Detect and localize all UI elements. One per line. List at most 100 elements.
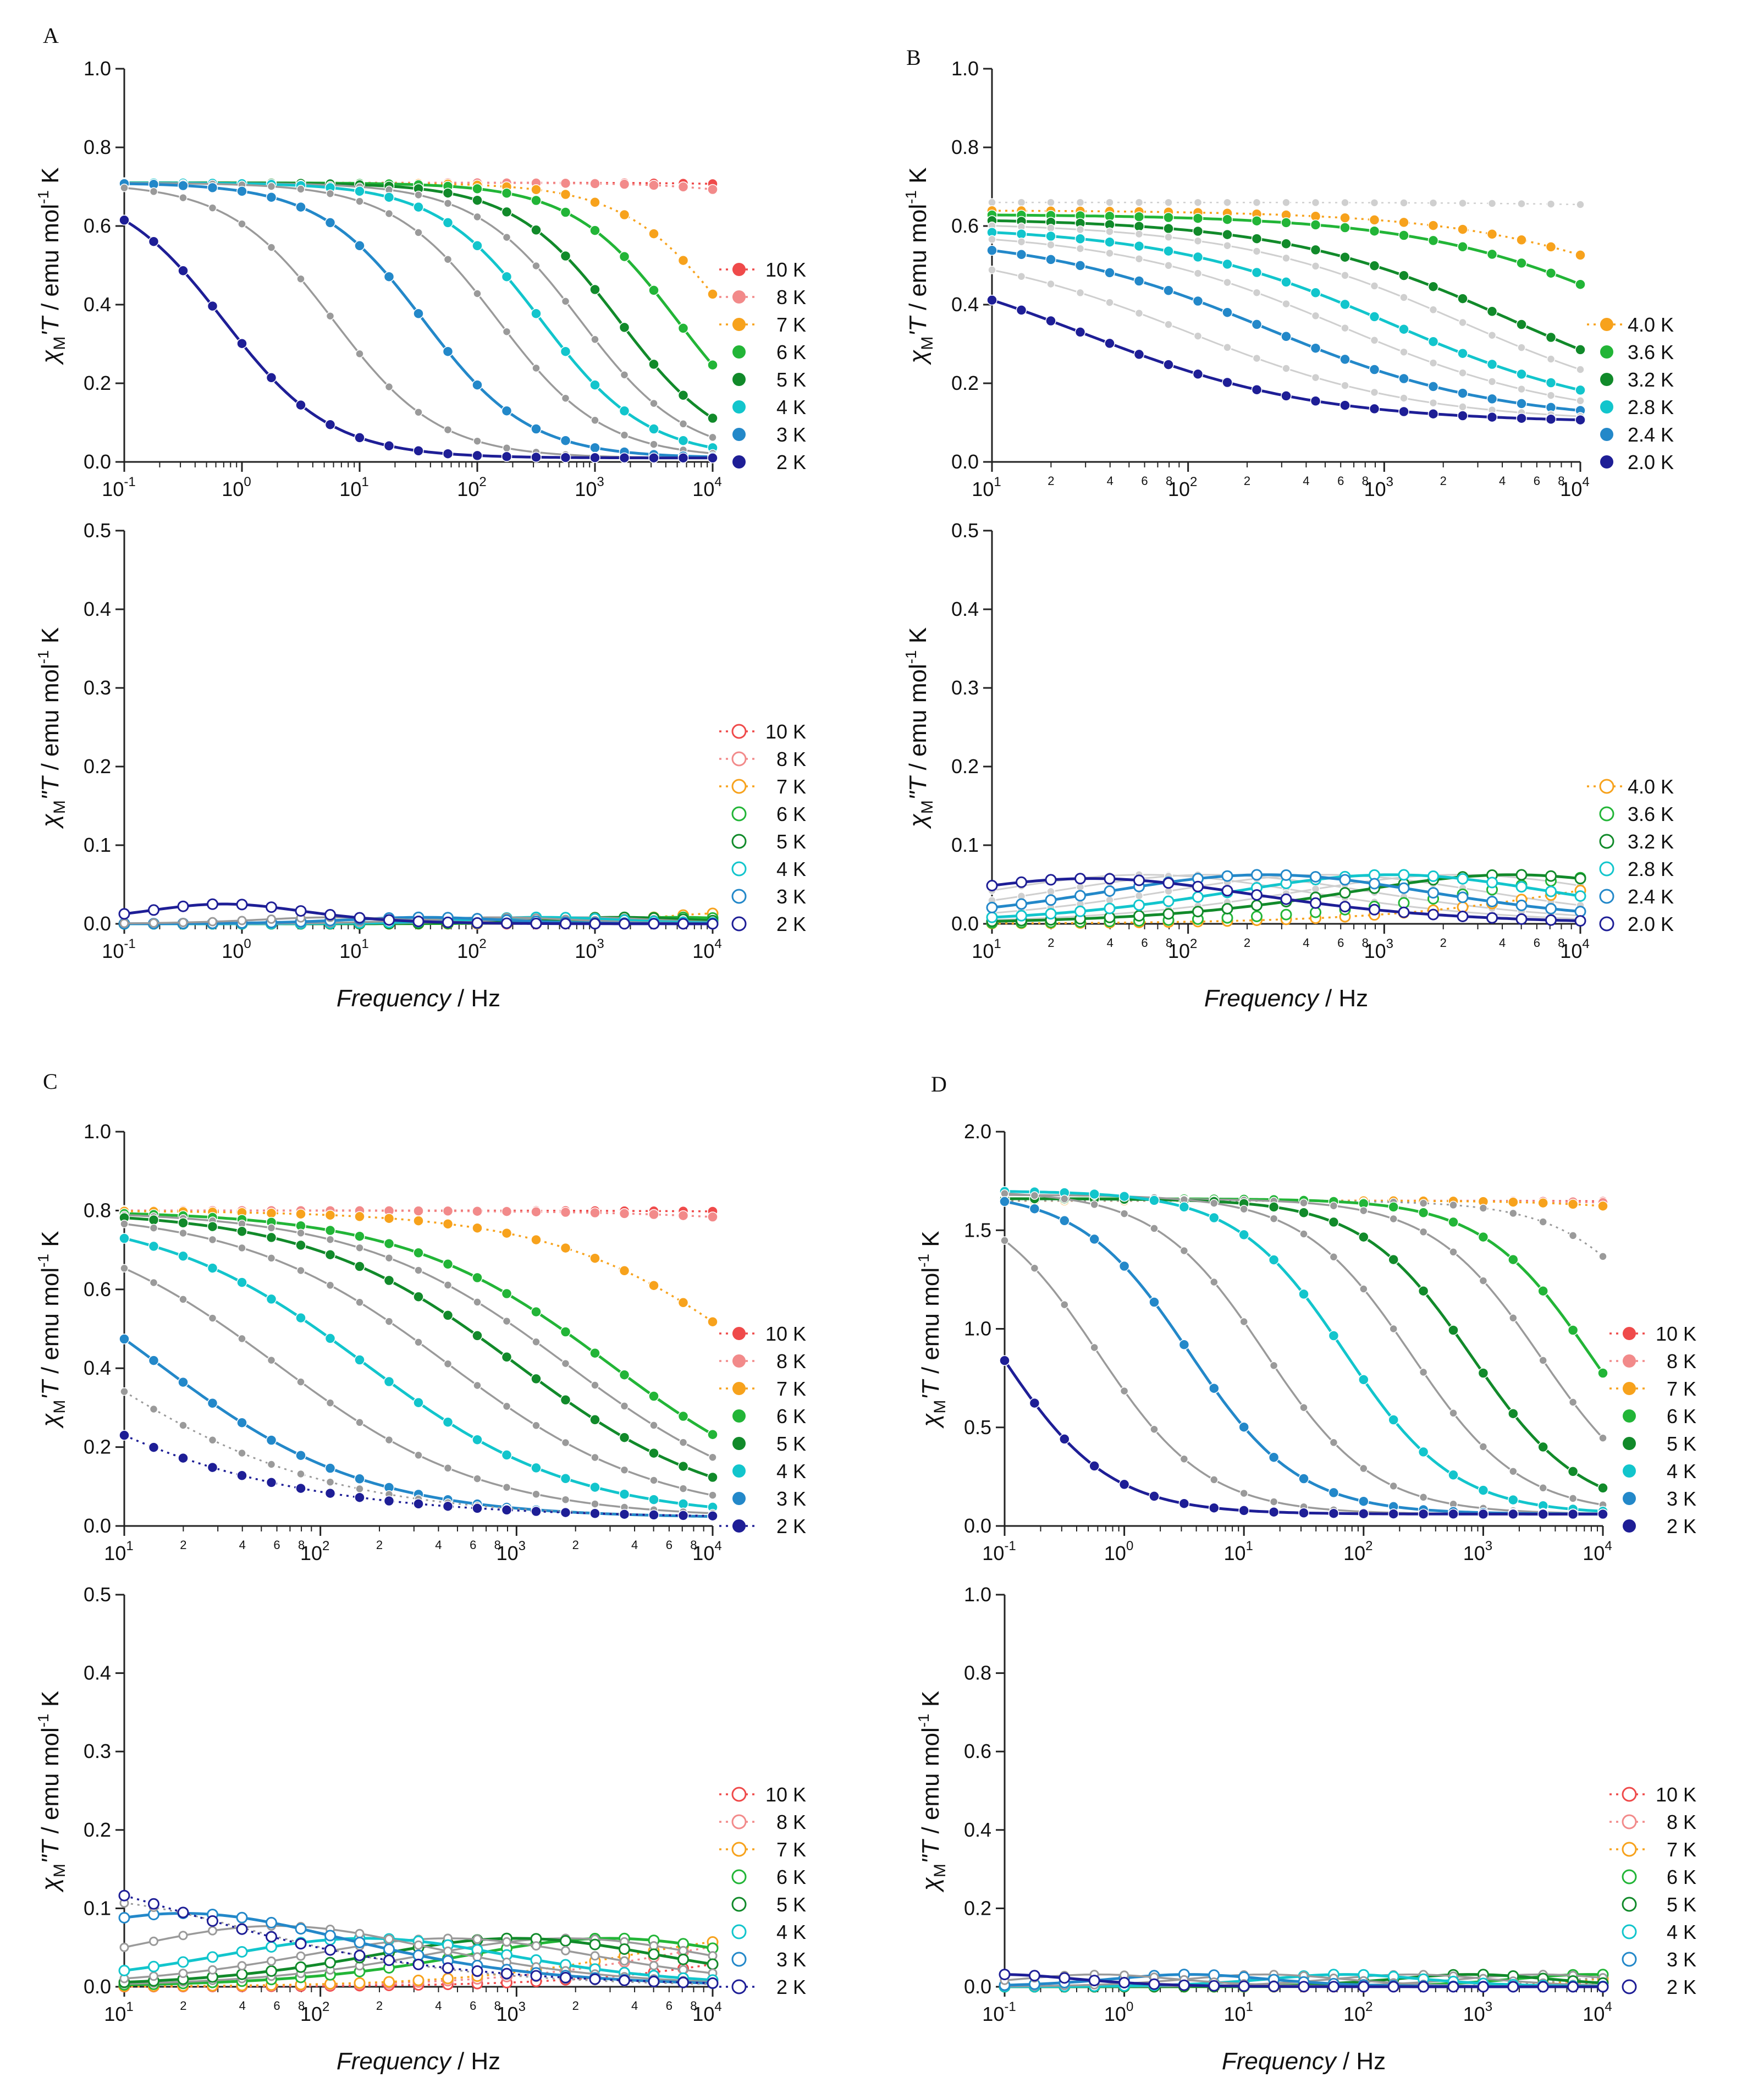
data-point bbox=[1516, 398, 1527, 409]
y-tick-label: 0.1 bbox=[84, 834, 111, 856]
legend-label: 10 K bbox=[1656, 1322, 1696, 1345]
legend-item: 7 K bbox=[1609, 1838, 1696, 1861]
legend-label: 3 K bbox=[776, 423, 806, 446]
data-point bbox=[1515, 899, 1528, 911]
legend-item: 5 K bbox=[1623, 1432, 1696, 1455]
data-point bbox=[589, 1973, 601, 1985]
x-minor-tick-label: 6 bbox=[470, 1538, 476, 1552]
data-point bbox=[1134, 891, 1144, 900]
data-point bbox=[1192, 213, 1204, 224]
legend-marker bbox=[732, 318, 746, 331]
data-point bbox=[708, 433, 717, 442]
data-point bbox=[326, 1478, 335, 1486]
data-point bbox=[1281, 277, 1292, 288]
data-point bbox=[1223, 343, 1232, 352]
data-point bbox=[149, 918, 158, 928]
data-point bbox=[1427, 281, 1439, 292]
data-point bbox=[1133, 211, 1145, 222]
data-point bbox=[1221, 903, 1233, 914]
data-point bbox=[1339, 251, 1350, 263]
legend-label: 2 K bbox=[776, 1515, 806, 1538]
data-point bbox=[677, 1461, 689, 1472]
data-point bbox=[1339, 299, 1350, 310]
data-point bbox=[295, 905, 307, 917]
data-point bbox=[1252, 198, 1261, 207]
x-axis-title-unit: / Hz bbox=[451, 985, 500, 1012]
data-point bbox=[532, 261, 541, 271]
data-point bbox=[1539, 1484, 1547, 1492]
data-point bbox=[1427, 235, 1439, 246]
data-point bbox=[1282, 198, 1291, 207]
legend-item: 6 K bbox=[731, 803, 806, 825]
data-point bbox=[679, 1946, 688, 1955]
data-point bbox=[620, 370, 629, 379]
x-tick-exponent: 4 bbox=[1605, 1539, 1612, 1553]
data-point bbox=[1388, 1414, 1399, 1425]
data-point bbox=[1239, 1317, 1248, 1326]
data-point bbox=[1358, 1496, 1369, 1507]
data-point bbox=[266, 191, 277, 203]
data-point bbox=[591, 1453, 599, 1462]
chi-symbol: χ bbox=[917, 1413, 944, 1429]
data-point bbox=[296, 1377, 305, 1386]
data-point bbox=[1045, 315, 1056, 327]
x-tick-label: 102 bbox=[1343, 1539, 1372, 1564]
x-minor-tick-label: 2 bbox=[572, 1999, 579, 2013]
x-axis-title: Frequency / Hz bbox=[1222, 2048, 1386, 2075]
data-point bbox=[501, 271, 512, 282]
y-tick-label: 0.2 bbox=[84, 1436, 111, 1458]
x-minor-tick-label: 6 bbox=[666, 1999, 672, 2013]
data-point bbox=[472, 1503, 483, 1514]
data-point bbox=[236, 1277, 247, 1288]
data-point bbox=[1105, 249, 1114, 258]
legend-marker bbox=[732, 400, 746, 414]
data-point bbox=[1133, 899, 1145, 911]
x-tick-exponent: 0 bbox=[1126, 1539, 1133, 1553]
data-point bbox=[1398, 217, 1409, 228]
series-3 K bbox=[119, 178, 718, 462]
data-point bbox=[648, 180, 659, 191]
data-point bbox=[1418, 1285, 1429, 1297]
data-point bbox=[501, 188, 512, 199]
data-point bbox=[1418, 1207, 1429, 1219]
data-point bbox=[1457, 901, 1469, 913]
x-tick-label: 10-1 bbox=[982, 1539, 1016, 1564]
x-minor-tick-label: 8 bbox=[1362, 474, 1369, 488]
data-point bbox=[1457, 873, 1469, 885]
data-point bbox=[178, 1452, 189, 1464]
data-point bbox=[1238, 1229, 1249, 1241]
data-point bbox=[1516, 368, 1527, 380]
data-point bbox=[207, 1221, 218, 1232]
data-point bbox=[1398, 406, 1409, 417]
data-point bbox=[236, 1946, 248, 1958]
data-point bbox=[236, 338, 247, 349]
data-point bbox=[1299, 1403, 1308, 1412]
y-tick-label: 0.4 bbox=[951, 293, 979, 316]
data-point bbox=[148, 236, 159, 247]
legend-marker bbox=[1623, 1464, 1636, 1478]
x-tick-base: 10 bbox=[1583, 1542, 1605, 1564]
data-point bbox=[648, 1494, 659, 1505]
x-tick-base: 10 bbox=[692, 2003, 714, 2025]
data-point bbox=[236, 1911, 248, 1924]
data-point bbox=[532, 1421, 541, 1430]
legend-item: 3 K bbox=[731, 885, 806, 908]
legend-label: 2 K bbox=[1667, 1976, 1696, 1998]
legend-label: 6 K bbox=[776, 1866, 806, 1888]
data-point bbox=[1030, 1191, 1039, 1200]
chi-subscript: M bbox=[931, 1864, 949, 1877]
legend-label: 2 K bbox=[776, 913, 806, 935]
data-point bbox=[238, 1448, 246, 1458]
legend-label: 2.8 K bbox=[1628, 396, 1674, 418]
chi-subscript: M bbox=[918, 337, 936, 350]
data-point bbox=[707, 184, 718, 195]
data-point bbox=[1046, 223, 1055, 233]
data-point bbox=[648, 285, 659, 296]
legend-marker bbox=[1599, 834, 1614, 849]
data-point bbox=[1568, 1231, 1578, 1240]
x-minor-tick-label: 8 bbox=[690, 1999, 697, 2013]
x-tick-exponent: 0 bbox=[1126, 1999, 1133, 2014]
data-point bbox=[677, 390, 689, 401]
data-point bbox=[1429, 359, 1438, 367]
